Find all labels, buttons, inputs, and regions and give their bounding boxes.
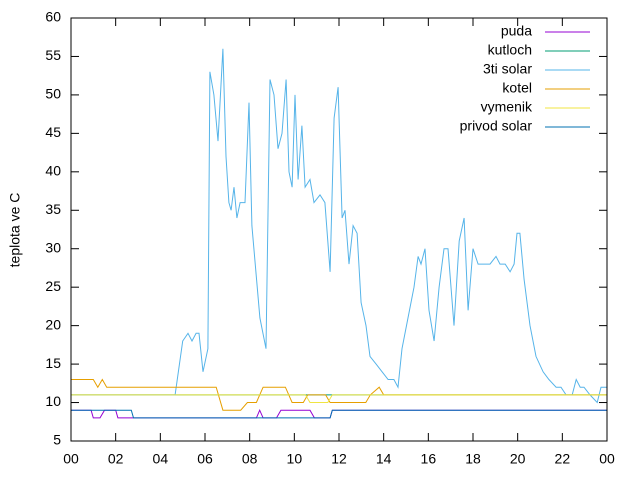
legend-label: vymenik [481, 99, 533, 115]
x-tick-label: 12 [331, 451, 347, 467]
x-tick-label: 00 [63, 451, 79, 467]
x-tick-label: 20 [510, 451, 526, 467]
y-tick-label: 35 [45, 201, 61, 217]
plot-frame [70, 17, 608, 442]
y-tick-label: 20 [45, 316, 61, 332]
y-tick-label: 40 [45, 163, 61, 179]
x-tick-label: 02 [108, 451, 124, 467]
y-axis-label: teplota ve C [7, 193, 23, 268]
series-line [71, 48, 607, 404]
y-tick-label: 10 [45, 393, 61, 409]
series-line [71, 409, 607, 419]
y-tick-label: 15 [45, 355, 61, 371]
legend-label: kutloch [488, 42, 532, 58]
legend-label: privod solar [460, 118, 533, 134]
y-tick-label: 55 [45, 47, 61, 63]
x-tick-label: 14 [376, 451, 392, 467]
legend-label: 3ti solar [483, 61, 532, 77]
x-tick-label: 04 [153, 451, 169, 467]
x-tick-label: 08 [242, 451, 258, 467]
y-tick-label: 45 [45, 124, 61, 140]
legend-label: puda [501, 23, 532, 39]
x-tick-label: 00 [599, 451, 615, 467]
x-tick-label: 18 [465, 451, 481, 467]
y-tick-label: 50 [45, 86, 61, 102]
x-tick-label: 06 [197, 451, 213, 467]
series-line [71, 394, 607, 403]
x-tick-label: 16 [421, 451, 437, 467]
y-tick-label: 30 [45, 239, 61, 255]
x-tick-label: 10 [287, 451, 303, 467]
y-tick-label: 60 [45, 9, 61, 25]
y-tick-label: 25 [45, 278, 61, 294]
legend-label: kotel [502, 80, 532, 96]
series-line [71, 378, 607, 411]
y-tick-label: 5 [53, 432, 61, 448]
x-tick-label: 22 [555, 451, 571, 467]
